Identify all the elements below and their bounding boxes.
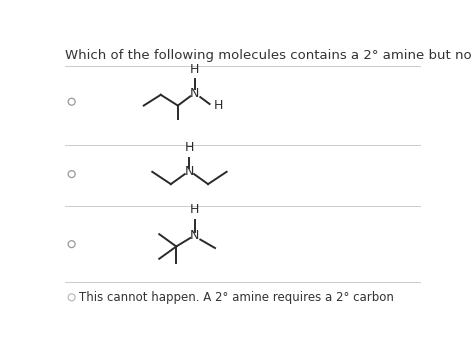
Text: H: H — [213, 99, 223, 112]
Text: H: H — [185, 141, 194, 154]
Text: This cannot happen. A 2° amine requires a 2° carbon: This cannot happen. A 2° amine requires … — [80, 291, 394, 304]
Text: Which of the following molecules contains a 2° amine but no 2° carbons?: Which of the following molecules contain… — [65, 49, 474, 62]
Text: H: H — [190, 203, 200, 216]
Text: N: N — [185, 165, 194, 178]
Text: N: N — [190, 87, 200, 100]
Text: N: N — [190, 229, 200, 242]
Text: H: H — [190, 63, 200, 76]
